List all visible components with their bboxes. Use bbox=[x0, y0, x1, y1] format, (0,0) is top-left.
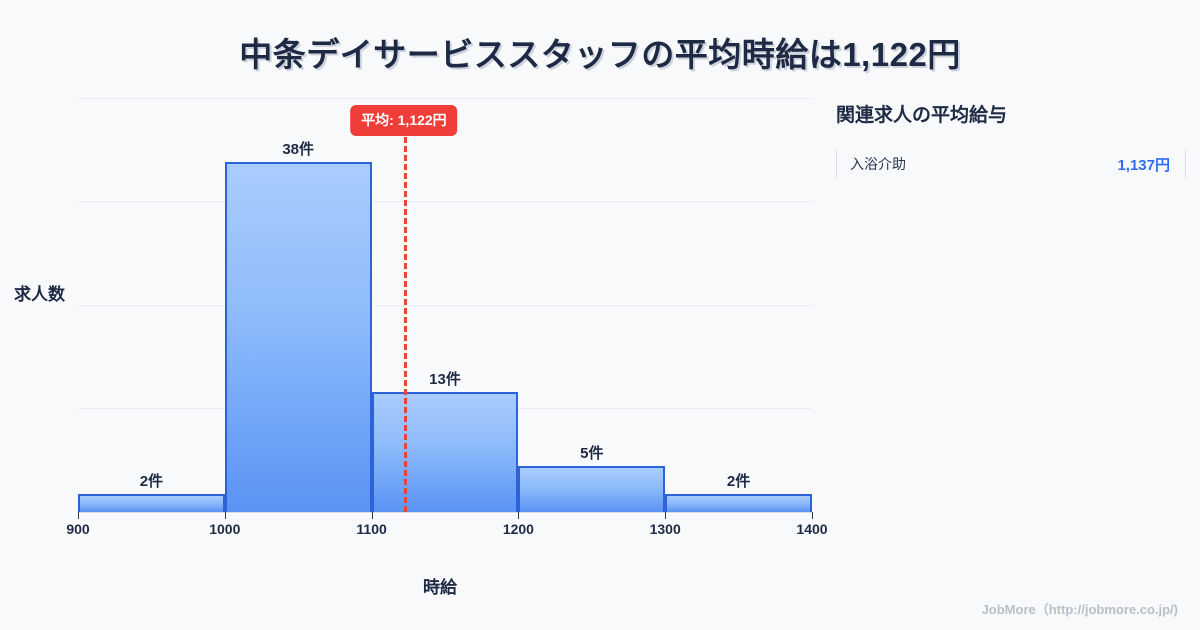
x-axis-tick bbox=[78, 512, 79, 519]
gridline bbox=[78, 305, 812, 306]
bar-value-label: 5件 bbox=[580, 445, 604, 462]
histogram-bar bbox=[518, 466, 666, 512]
bar-value-label: 38件 bbox=[282, 141, 315, 159]
histogram-bar bbox=[665, 493, 812, 512]
bar-value-label: 2件 bbox=[726, 472, 751, 490]
related-jobs-heading: 関連求人の平均給与 bbox=[836, 105, 1008, 126]
x-axis-tick-label: 1300 bbox=[649, 521, 681, 537]
bar-value-label: 13件 bbox=[429, 371, 461, 389]
related-job-name: 入浴介助 bbox=[850, 156, 906, 172]
related-job-row[interactable]: 入浴介助 1,137円 bbox=[836, 149, 1186, 179]
x-axis-tick bbox=[518, 512, 520, 519]
x-axis-title: 時給 bbox=[423, 578, 457, 597]
x-axis-tick-label: 1000 bbox=[209, 521, 241, 537]
x-axis-tick bbox=[812, 512, 813, 519]
histogram-bar bbox=[78, 493, 225, 512]
related-jobs-panel: 関連求人の平均給与 入浴介助 1,137円 bbox=[836, 100, 1186, 179]
x-axis-tick-label: 1200 bbox=[502, 521, 534, 537]
x-axis-baseline bbox=[78, 512, 812, 513]
page-title: 中条デイサービススタッフの平均時給は1,122円 bbox=[239, 36, 961, 73]
x-axis-tick bbox=[224, 512, 226, 519]
bar-value-label: 2件 bbox=[139, 472, 164, 490]
watermark: JobMore（http://jobmore.co.jp/) bbox=[981, 602, 1178, 617]
related-jobs-list: 入浴介助 1,137円 bbox=[836, 149, 1186, 179]
x-axis-tick bbox=[371, 512, 373, 519]
y-axis-title: 求人数 bbox=[14, 285, 65, 304]
gridline bbox=[78, 98, 812, 99]
histogram-bar bbox=[224, 162, 372, 512]
mean-badge: 平均: 1,122円 bbox=[350, 105, 458, 136]
x-axis-tick-label: 1400 bbox=[796, 521, 828, 537]
histogram-bar bbox=[371, 392, 519, 512]
x-axis-tick-label: 900 bbox=[66, 521, 90, 537]
gridline bbox=[78, 201, 812, 202]
x-axis-tick-label: 1100 bbox=[356, 521, 387, 537]
mean-line bbox=[403, 128, 407, 512]
x-axis-tick bbox=[665, 512, 667, 519]
histogram-chart: 2件 38件 13件 5件 2件 900 1000 1100 1200 1300 1400 平均:… bbox=[14, 98, 828, 597]
related-job-salary: 1,137円 bbox=[1117, 156, 1170, 174]
